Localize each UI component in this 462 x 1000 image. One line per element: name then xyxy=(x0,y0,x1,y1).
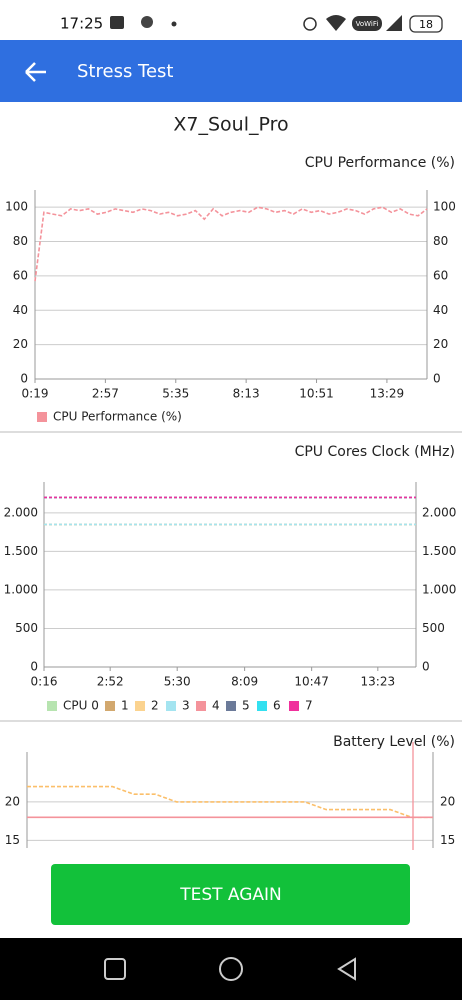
nav-bar xyxy=(0,938,462,1000)
y-tick-label: 1.000 xyxy=(4,582,38,596)
y-tick-label: 15 xyxy=(5,833,20,847)
y2-tick-label: 40 xyxy=(433,303,448,317)
legend-label: CPU 0 xyxy=(63,699,99,713)
x-tick-label: 2:57 xyxy=(92,387,119,401)
x-tick-label: 8:13 xyxy=(233,387,260,401)
weather-icon xyxy=(141,16,153,28)
x-tick-label: 2:52 xyxy=(97,675,124,689)
legend-swatch xyxy=(257,701,267,711)
legend-label: 7 xyxy=(305,699,313,713)
x-tick-label: 13:23 xyxy=(361,675,396,689)
recents-button[interactable] xyxy=(104,958,126,980)
divider xyxy=(0,720,462,722)
x-tick-label: 10:47 xyxy=(294,675,329,689)
status-bar xyxy=(0,0,462,40)
vowifi-label: VoWiFi xyxy=(356,20,379,28)
y2-tick-label: 100 xyxy=(433,200,456,214)
legend-label: 6 xyxy=(273,699,281,713)
vowifi-badge xyxy=(352,16,382,31)
device-name: X7_Soul_Pro xyxy=(173,114,288,136)
legend-swatch xyxy=(47,701,57,711)
dot-icon xyxy=(171,21,177,27)
chart-title: CPU Cores Clock (MHz) xyxy=(295,444,455,460)
back-button[interactable] xyxy=(25,62,46,82)
x-tick-label: 13:29 xyxy=(370,387,405,401)
y-tick-label: 500 xyxy=(15,621,38,635)
legend-label: 1 xyxy=(121,699,129,713)
legend-label: 4 xyxy=(212,699,220,713)
data-line xyxy=(34,206,428,282)
y-tick-label: 60 xyxy=(13,268,28,282)
legend-swatch xyxy=(105,701,115,711)
y-tick-label: 100 xyxy=(5,200,28,214)
y2-tick-label: 500 xyxy=(422,621,445,635)
y2-tick-label: 20 xyxy=(440,794,455,808)
x-tick-label: 0:19 xyxy=(22,387,49,401)
x-tick-label: 0:16 xyxy=(31,675,58,689)
y-tick-label: 40 xyxy=(13,303,28,317)
status-time: 17:25 xyxy=(60,15,103,33)
legend-label: 3 xyxy=(182,699,190,713)
legend-label: 5 xyxy=(242,699,250,713)
chart-title: Battery Level (%) xyxy=(333,734,455,750)
legend-swatch xyxy=(135,701,145,711)
wifi-icon xyxy=(326,15,346,31)
y2-tick-label: 1.000 xyxy=(422,582,456,596)
app-title: Stress Test xyxy=(77,61,174,82)
sync-icon xyxy=(303,17,317,31)
legend-swatch xyxy=(226,701,236,711)
home-button[interactable] xyxy=(219,957,243,981)
test-again-label: TEST AGAIN xyxy=(179,885,282,905)
chart-title: CPU Performance (%) xyxy=(305,155,455,171)
battery-level: 18 xyxy=(419,18,433,31)
back-nav-button[interactable] xyxy=(337,957,356,981)
y2-tick-label: 60 xyxy=(433,268,448,282)
legend-swatch xyxy=(289,701,299,711)
x-tick-label: 10:51 xyxy=(299,387,334,401)
y2-tick-label: 80 xyxy=(433,234,448,248)
y2-tick-label: 0 xyxy=(433,372,441,386)
y2-tick-label: 0 xyxy=(422,660,430,674)
y-tick-label: 20 xyxy=(13,337,28,351)
legend-swatch xyxy=(37,412,47,422)
battery-icon xyxy=(409,15,443,33)
legend-swatch xyxy=(166,701,176,711)
y-tick-label: 1.500 xyxy=(4,544,38,558)
y-tick-label: 20 xyxy=(5,794,20,808)
y-tick-label: 0 xyxy=(20,372,28,386)
x-tick-label: 5:35 xyxy=(162,387,189,401)
gallery-icon xyxy=(110,16,124,29)
signal-icon xyxy=(386,15,402,31)
x-tick-label: 8:09 xyxy=(231,675,258,689)
legend-label: 2 xyxy=(151,699,159,713)
data-line xyxy=(27,785,433,819)
app-bar xyxy=(0,40,462,102)
y2-tick-label: 2.000 xyxy=(422,505,456,519)
legend-label: CPU Performance (%) xyxy=(53,410,182,424)
test-again-button[interactable] xyxy=(51,864,410,925)
y2-tick-label: 20 xyxy=(433,337,448,351)
y2-tick-label: 15 xyxy=(440,833,455,847)
y-tick-label: 80 xyxy=(13,234,28,248)
legend-swatch xyxy=(196,701,206,711)
x-tick-label: 5:30 xyxy=(164,675,191,689)
y-tick-label: 2.000 xyxy=(4,505,38,519)
y-tick-label: 0 xyxy=(30,660,38,674)
y2-tick-label: 1.500 xyxy=(422,544,456,558)
divider xyxy=(0,431,462,433)
